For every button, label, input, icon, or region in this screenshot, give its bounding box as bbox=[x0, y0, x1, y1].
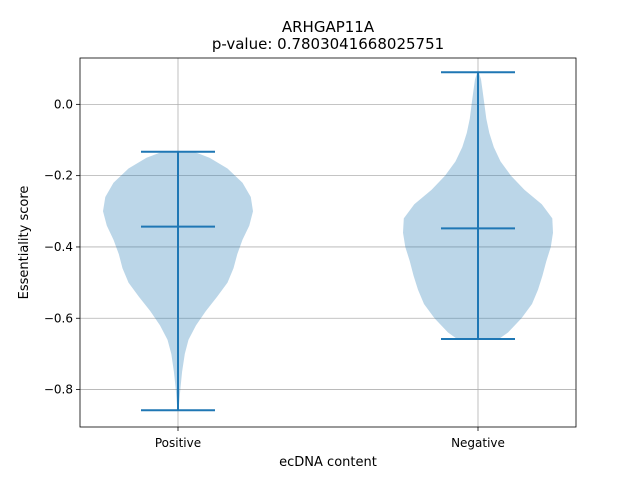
chart-title: ARHGAP11A bbox=[282, 18, 375, 36]
x-tick-label: Positive bbox=[155, 436, 201, 450]
y-tick-label: −0.4 bbox=[44, 240, 73, 254]
y-tick-label: −0.8 bbox=[44, 383, 73, 397]
x-tick-label: Negative bbox=[451, 436, 505, 450]
violins bbox=[103, 71, 553, 412]
x-axis-label: ecDNA content bbox=[279, 455, 377, 470]
y-tick-label: −0.6 bbox=[44, 311, 73, 325]
plot-frame bbox=[79, 57, 577, 428]
y-tick-label: −0.2 bbox=[44, 169, 73, 183]
axis-ticks: 0.0 −0.2 −0.4 −0.6 −0.8 Positive Negative bbox=[44, 97, 505, 450]
y-axis-label: Essentiality score bbox=[17, 186, 32, 300]
y-tick-label: 0.0 bbox=[54, 97, 73, 111]
chart-subtitle: p-value: 0.7803041668025751 bbox=[212, 35, 444, 53]
